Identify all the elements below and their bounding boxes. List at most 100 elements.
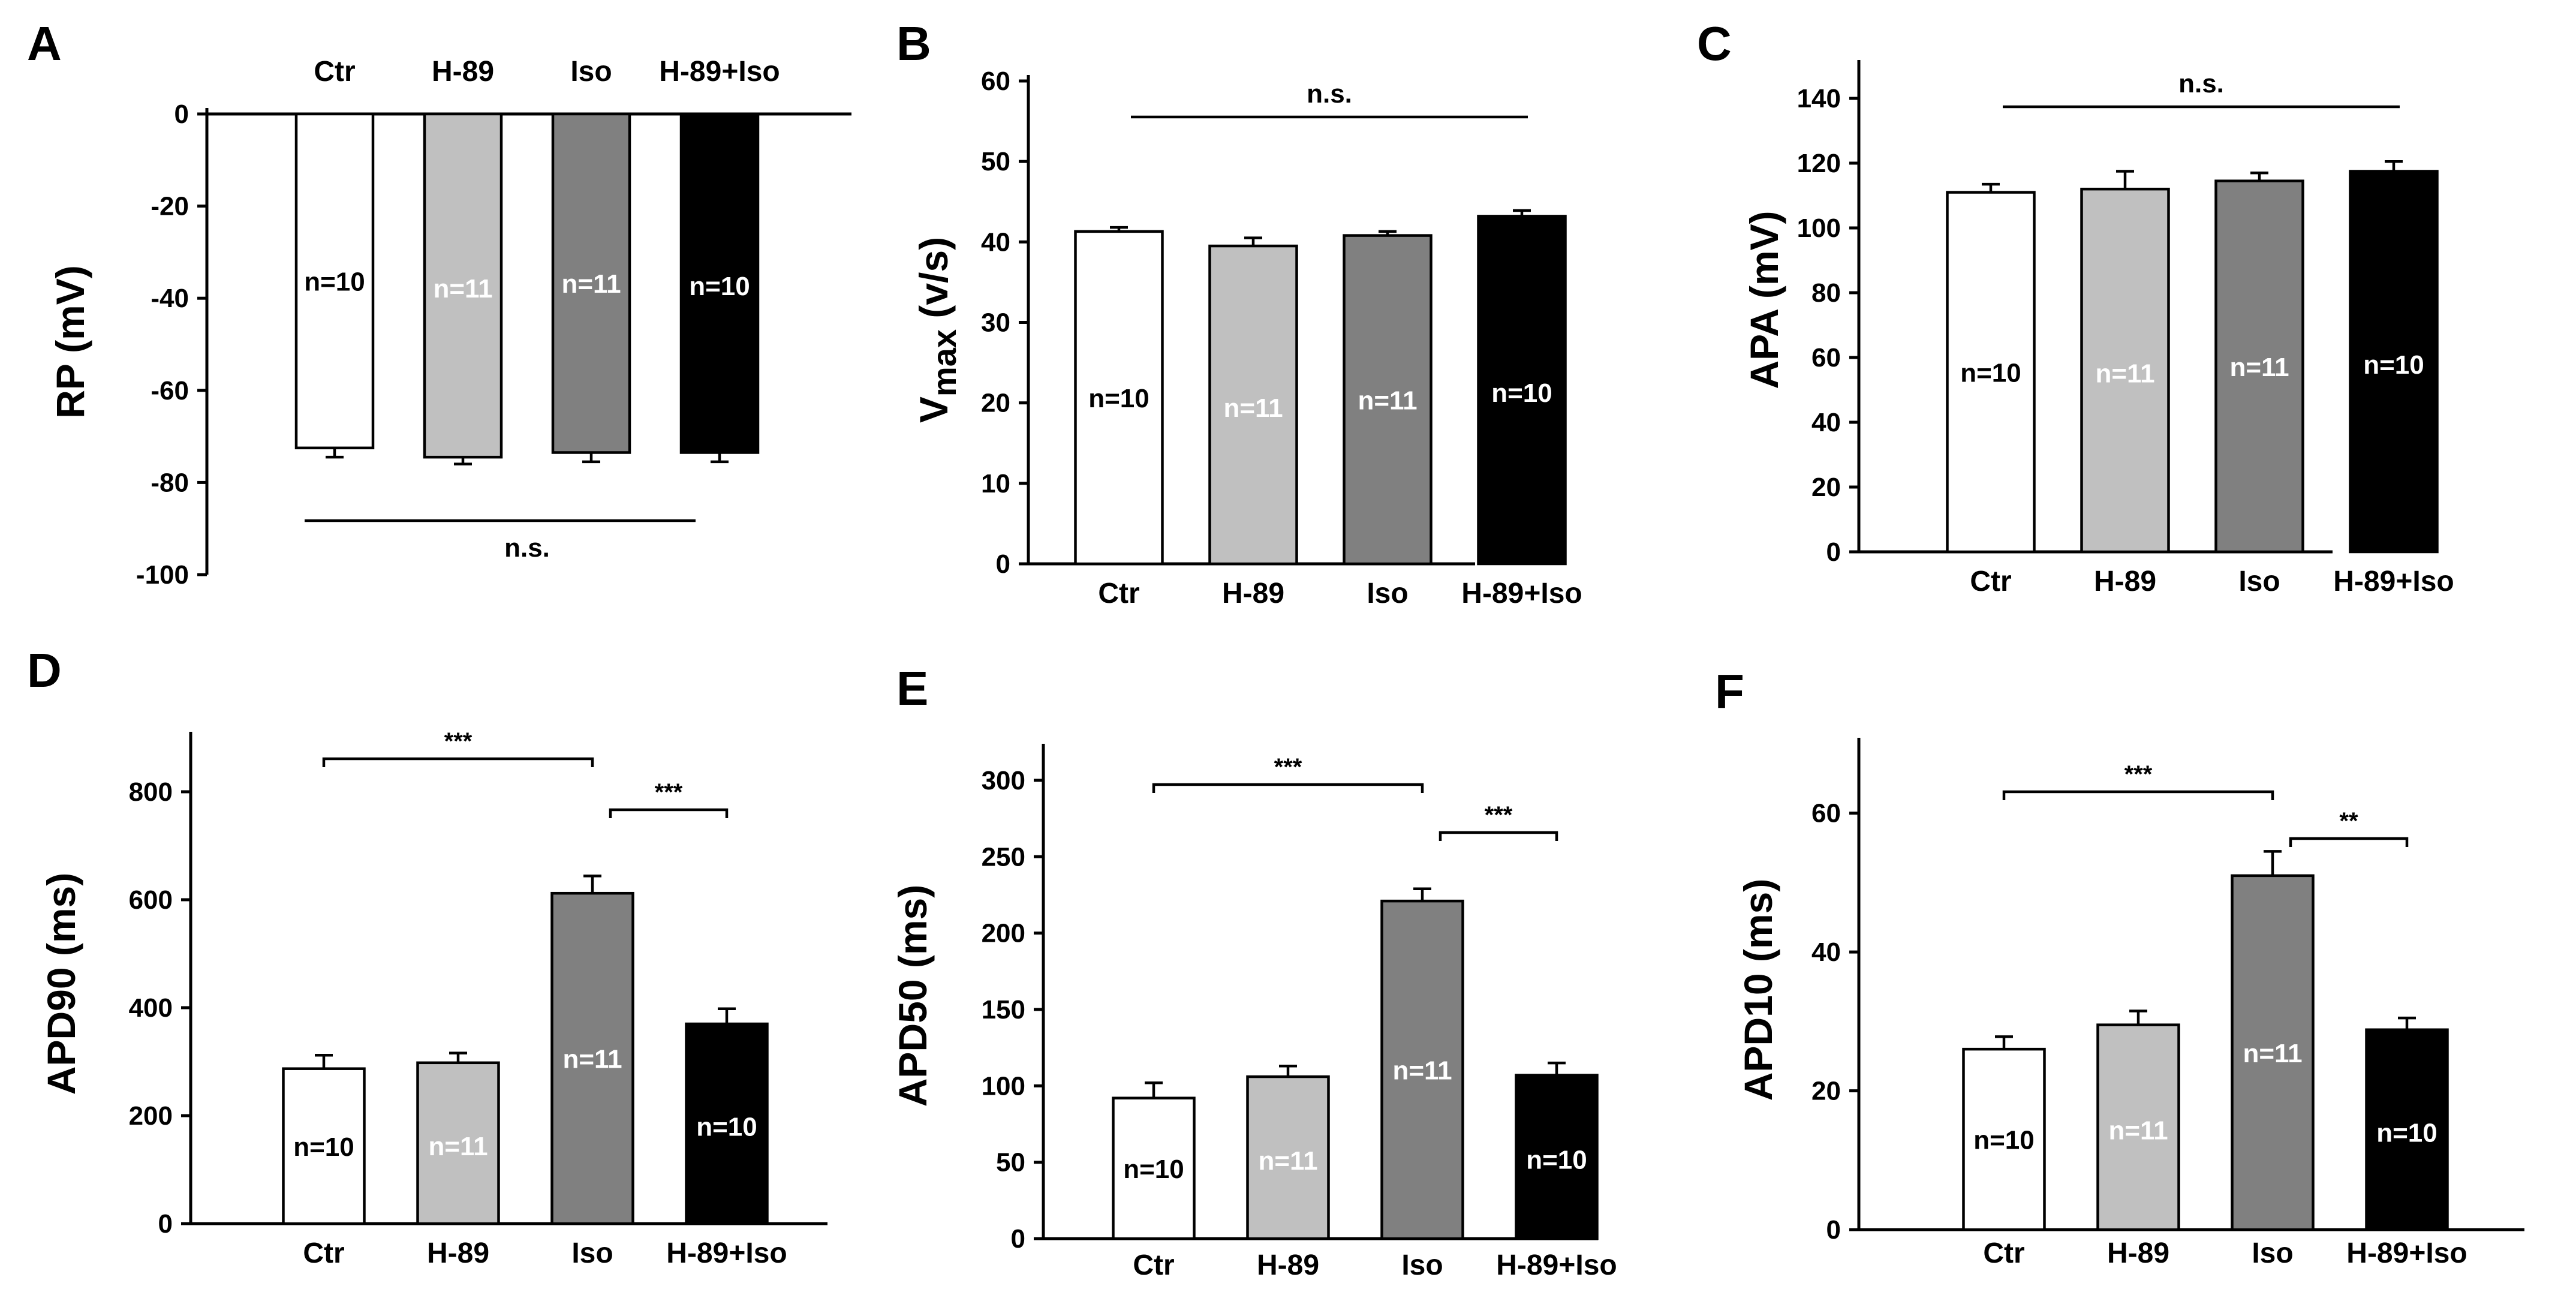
panel-e: E APD50 (ms) 0 50 100 150 200 250 300 n=10 Ctr n=11… — [890, 662, 1617, 1281]
bar-ctr — [282, 1067, 366, 1225]
significance-bracket — [609, 808, 729, 818]
n-label: n=10 — [2363, 350, 2424, 380]
y-tick-label: 250 — [982, 842, 1025, 872]
category-label: Ctr — [1098, 578, 1139, 609]
bar-h-89 — [423, 112, 503, 459]
y-tick-label: 600 — [129, 885, 173, 915]
significance-label: *** — [1274, 754, 1302, 780]
category-label: H-89 — [2094, 566, 2156, 597]
y-tick-label: 80 — [1811, 278, 1841, 308]
n-label: n=10 — [293, 1132, 354, 1162]
panel-letter: B — [896, 17, 931, 70]
n-label: n=11 — [2229, 353, 2289, 382]
y-tick-label: 400 — [129, 993, 173, 1023]
panel-letter: F — [1715, 665, 1744, 718]
bar-h-89 — [2080, 187, 2170, 554]
y-tick-label: 40 — [1811, 408, 1841, 437]
bar-h-89-iso — [2365, 1028, 2449, 1231]
category-label: Iso — [571, 1237, 613, 1269]
y-axis-title: APD10 (ms) — [1736, 879, 1780, 1101]
n-label: n=11 — [1258, 1146, 1317, 1176]
significance-label: ** — [2339, 808, 2358, 834]
y-tick-label: 60 — [1811, 799, 1841, 828]
y-tick-label: 20 — [981, 389, 1010, 418]
significance-label: n.s. — [1307, 79, 1352, 109]
n-label: n=10 — [1526, 1146, 1587, 1175]
significance-bracket — [1152, 783, 1424, 793]
category-label: Ctr — [314, 56, 355, 88]
n-label: n=11 — [428, 1132, 487, 1161]
y-tick-label: 0 — [996, 549, 1010, 579]
panel-f: F APD10 (ms) 0 20 40 60 n=10 Ctr n=11 H-89 n=11 Iso… — [1715, 665, 2524, 1269]
category-label: H-89+Iso — [2346, 1237, 2467, 1269]
n-label: n=11 — [2243, 1039, 2302, 1068]
y-tick-label: 120 — [1797, 149, 1841, 178]
category-label: H-89+Iso — [659, 56, 780, 88]
y-tick-label: 20 — [1811, 473, 1841, 502]
y-tick-label: 40 — [1811, 938, 1841, 967]
y-axis-title: RP (mV) — [48, 265, 92, 419]
y-tick-label: 200 — [129, 1101, 173, 1131]
y-tick-label: -20 — [151, 192, 189, 221]
y-tick-label: 200 — [982, 919, 1025, 948]
y-tick-label: 40 — [981, 227, 1010, 257]
significance-bracket — [2002, 790, 2274, 800]
y-tick-label: 50 — [996, 1148, 1025, 1177]
y-tick-label: 100 — [982, 1071, 1025, 1101]
bar-iso — [1380, 899, 1464, 1240]
y-tick-label: 60 — [1811, 343, 1841, 372]
panel-d: D APD90 (ms) 0 200 400 600 800 n=10 Ctr n=11 H-89 n… — [27, 644, 827, 1269]
category-label: Ctr — [303, 1237, 344, 1269]
bar-ctr — [1112, 1096, 1196, 1240]
panel-b: B Vmax (v/s) 0 10 20 30 40 50 60 n=10 Ctr n=11 H-89 n… — [896, 17, 1582, 609]
category-label: Ctr — [1970, 566, 2011, 597]
bar-h-89-iso — [1477, 215, 1567, 566]
category-label: Iso — [1401, 1249, 1443, 1281]
panel-c: C APA (mV) 0 20 40 60 80 100 120 140 n=10 Ctr n=11 H-… — [1697, 17, 2454, 597]
bar-iso — [550, 891, 634, 1225]
category-label: H-89+Iso — [666, 1237, 787, 1269]
bar-iso — [1343, 234, 1433, 566]
bar-ctr — [294, 112, 375, 450]
n-label: n=11 — [1223, 393, 1283, 423]
category-label: Iso — [2252, 1237, 2293, 1269]
y-tick-label: 150 — [982, 995, 1025, 1024]
category-label: H-89+Iso — [1496, 1249, 1617, 1281]
category-label: Ctr — [1983, 1237, 2024, 1269]
category-label: H-89 — [2107, 1237, 2169, 1269]
significance-label: *** — [655, 779, 683, 806]
n-label: n=11 — [1358, 386, 1417, 415]
category-label: H-89 — [1257, 1249, 1319, 1281]
n-label: n=10 — [2376, 1118, 2437, 1147]
significance-label: *** — [1485, 802, 1513, 828]
panel-letter: C — [1697, 17, 1732, 70]
y-tick-label: 0 — [1826, 1215, 1841, 1245]
y-axis-title: Vmax (v/s) — [911, 237, 963, 423]
y-tick-label: 0 — [158, 1209, 173, 1239]
category-label: Iso — [2238, 566, 2280, 597]
significance-label: *** — [444, 728, 473, 755]
category-label: H-89 — [432, 56, 494, 88]
n-label: n=10 — [1088, 384, 1149, 413]
significance-label: n.s. — [2178, 69, 2224, 98]
y-tick-label: 50 — [981, 147, 1010, 176]
bar-h-89-iso — [2349, 170, 2439, 554]
category-label: H-89+Iso — [1461, 578, 1582, 609]
y-tick-label: -80 — [151, 468, 189, 497]
bar-h-89-iso — [679, 112, 760, 454]
bar-iso — [2214, 179, 2304, 554]
n-label: n=10 — [689, 272, 750, 301]
y-tick-label: -40 — [151, 284, 189, 313]
y-tick-label: -100 — [136, 560, 189, 590]
category-label: Iso — [570, 56, 612, 88]
y-tick-label: 300 — [982, 766, 1025, 795]
n-label: n=11 — [2095, 359, 2154, 389]
bar-h-89 — [1208, 244, 1298, 566]
significance-bracket — [2289, 837, 2409, 847]
category-label: Ctr — [1133, 1249, 1174, 1281]
y-tick-label: 20 — [1811, 1077, 1841, 1106]
category-label: Iso — [1367, 578, 1408, 609]
y-tick-label: -60 — [151, 376, 189, 405]
n-label: n=11 — [2108, 1116, 2168, 1145]
n-label: n=11 — [562, 1045, 622, 1074]
